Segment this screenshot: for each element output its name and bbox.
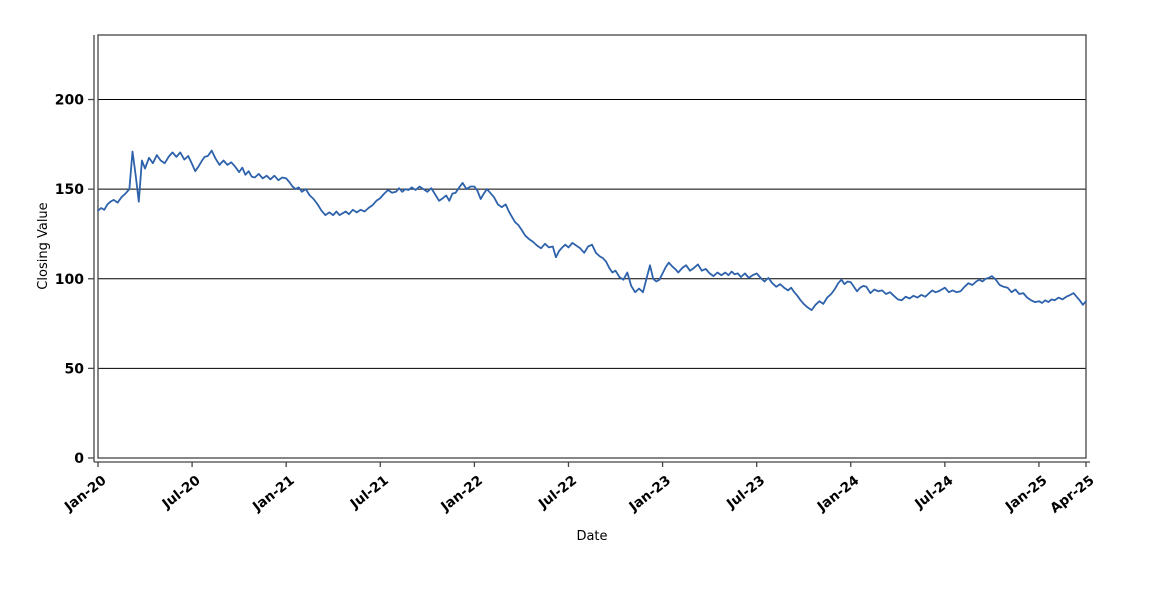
x-tick-label: Jan-20 xyxy=(61,473,110,516)
x-tick-label: Jan-25 xyxy=(1002,473,1051,516)
gridlines xyxy=(98,99,1086,369)
closing-value-line xyxy=(97,149,1087,312)
y-tick-label: 0 xyxy=(74,451,84,467)
x-axis-title: Date xyxy=(576,529,607,544)
y-tick-label: 150 xyxy=(55,182,84,198)
x-tick-label: Jul-21 xyxy=(347,473,392,513)
x-tick-label: Apr-25 xyxy=(1047,473,1097,517)
x-axis-ticks: Jan-20 Jul-20 Jan-21 Jul-21 Jan-22 Jul-22 Jan-… xyxy=(61,462,1097,517)
x-tick-label: Jul-20 xyxy=(159,473,204,513)
plot-border xyxy=(97,34,1087,459)
y-tick-label: 50 xyxy=(65,361,85,377)
x-tick-label: Jan-22 xyxy=(437,473,486,516)
y-tick-label: 200 xyxy=(55,93,84,109)
x-tick-label: Jan-21 xyxy=(249,473,298,516)
x-tick-label: Jul-23 xyxy=(723,473,768,513)
y-axis-ticks: 0 50 100 150 200 xyxy=(55,93,94,467)
x-tick-label: Jan-24 xyxy=(814,473,863,516)
x-tick-label: Jan-23 xyxy=(625,473,674,516)
y-axis-title: Closing Value xyxy=(36,202,51,289)
x-tick-label: Jul-24 xyxy=(911,473,956,513)
x-tick-label: Jul-22 xyxy=(535,473,580,513)
y-tick-label: 100 xyxy=(55,272,84,288)
